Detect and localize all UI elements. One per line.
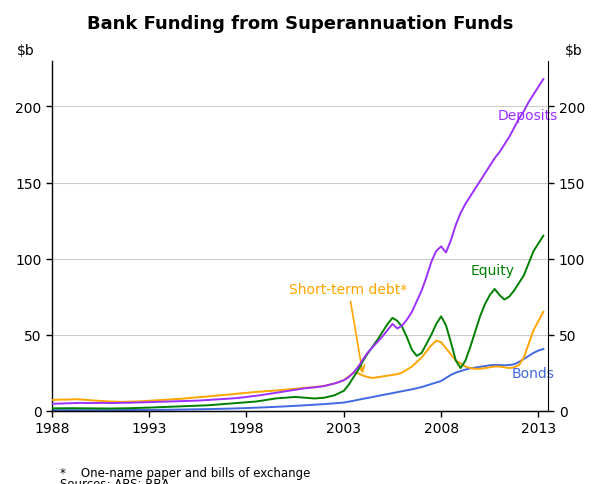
Text: Bonds: Bonds <box>511 366 554 380</box>
Text: Equity: Equity <box>470 263 514 277</box>
Text: Sources: ABS; RBA: Sources: ABS; RBA <box>60 477 170 484</box>
Text: $b: $b <box>565 44 583 58</box>
Text: Deposits: Deposits <box>497 108 558 122</box>
Text: Bank Funding from Superannuation Funds: Bank Funding from Superannuation Funds <box>87 15 513 32</box>
Text: Short-term debt*: Short-term debt* <box>289 282 407 372</box>
Text: *    One-name paper and bills of exchange: * One-name paper and bills of exchange <box>60 466 310 479</box>
Text: $b: $b <box>17 44 35 58</box>
